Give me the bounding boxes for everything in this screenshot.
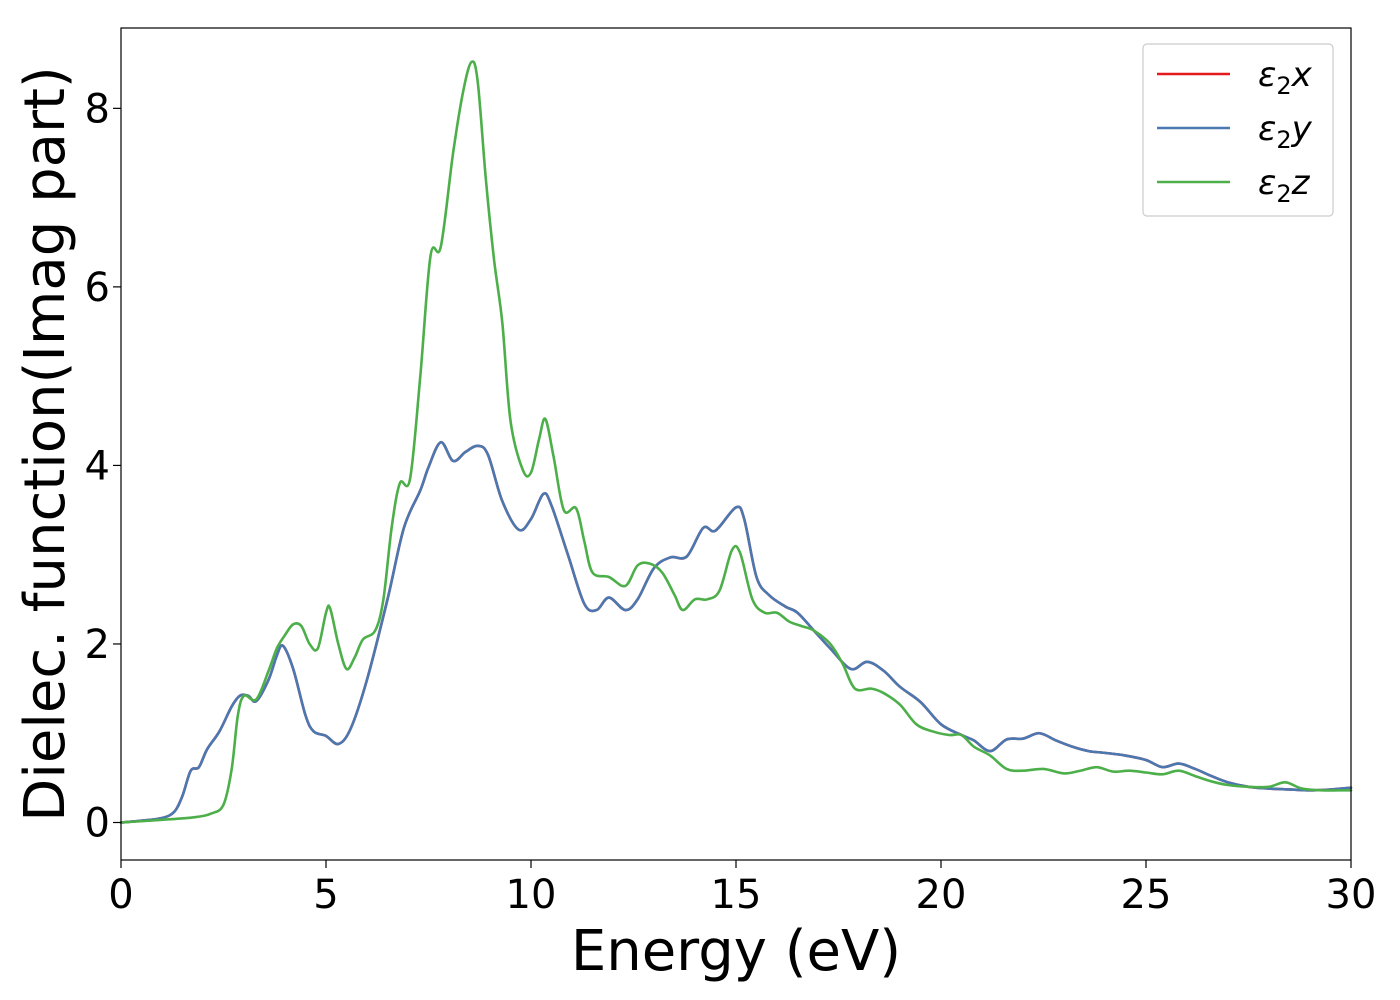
x-tick-label: 0 <box>108 872 133 918</box>
series-line-y <box>119 440 1353 824</box>
x-tick-label: 10 <box>506 872 557 918</box>
x-tick-label: 25 <box>1121 872 1172 918</box>
x-tick-label: 30 <box>1326 872 1377 918</box>
legend-label-x: ε2x <box>1258 55 1313 100</box>
legend-label-z: ε2z <box>1258 163 1311 208</box>
series-line-z <box>119 60 1353 824</box>
y-tick-label: 2 <box>85 622 110 668</box>
y-axis-title: Dielec. function(Imag part) <box>13 66 78 822</box>
x-axis: 0 5 10 15 20 25 30 <box>108 860 1376 918</box>
legend-box <box>1142 43 1334 217</box>
y-tick-label: 4 <box>85 443 110 489</box>
legend: ε2x ε2y ε2z <box>1142 43 1334 217</box>
x-tick-label: 20 <box>916 872 967 918</box>
x-tick-label: 5 <box>313 872 338 918</box>
plot-lines <box>119 60 1353 824</box>
y-axis: 0 2 4 6 8 <box>85 86 121 847</box>
y-tick-label: 6 <box>85 265 110 311</box>
legend-label-y: ε2y <box>1258 109 1313 154</box>
x-axis-title: Energy (eV) <box>571 919 901 984</box>
y-tick-label: 8 <box>85 86 110 132</box>
x-tick-label: 15 <box>711 872 762 918</box>
y-tick-label: 0 <box>85 801 110 847</box>
